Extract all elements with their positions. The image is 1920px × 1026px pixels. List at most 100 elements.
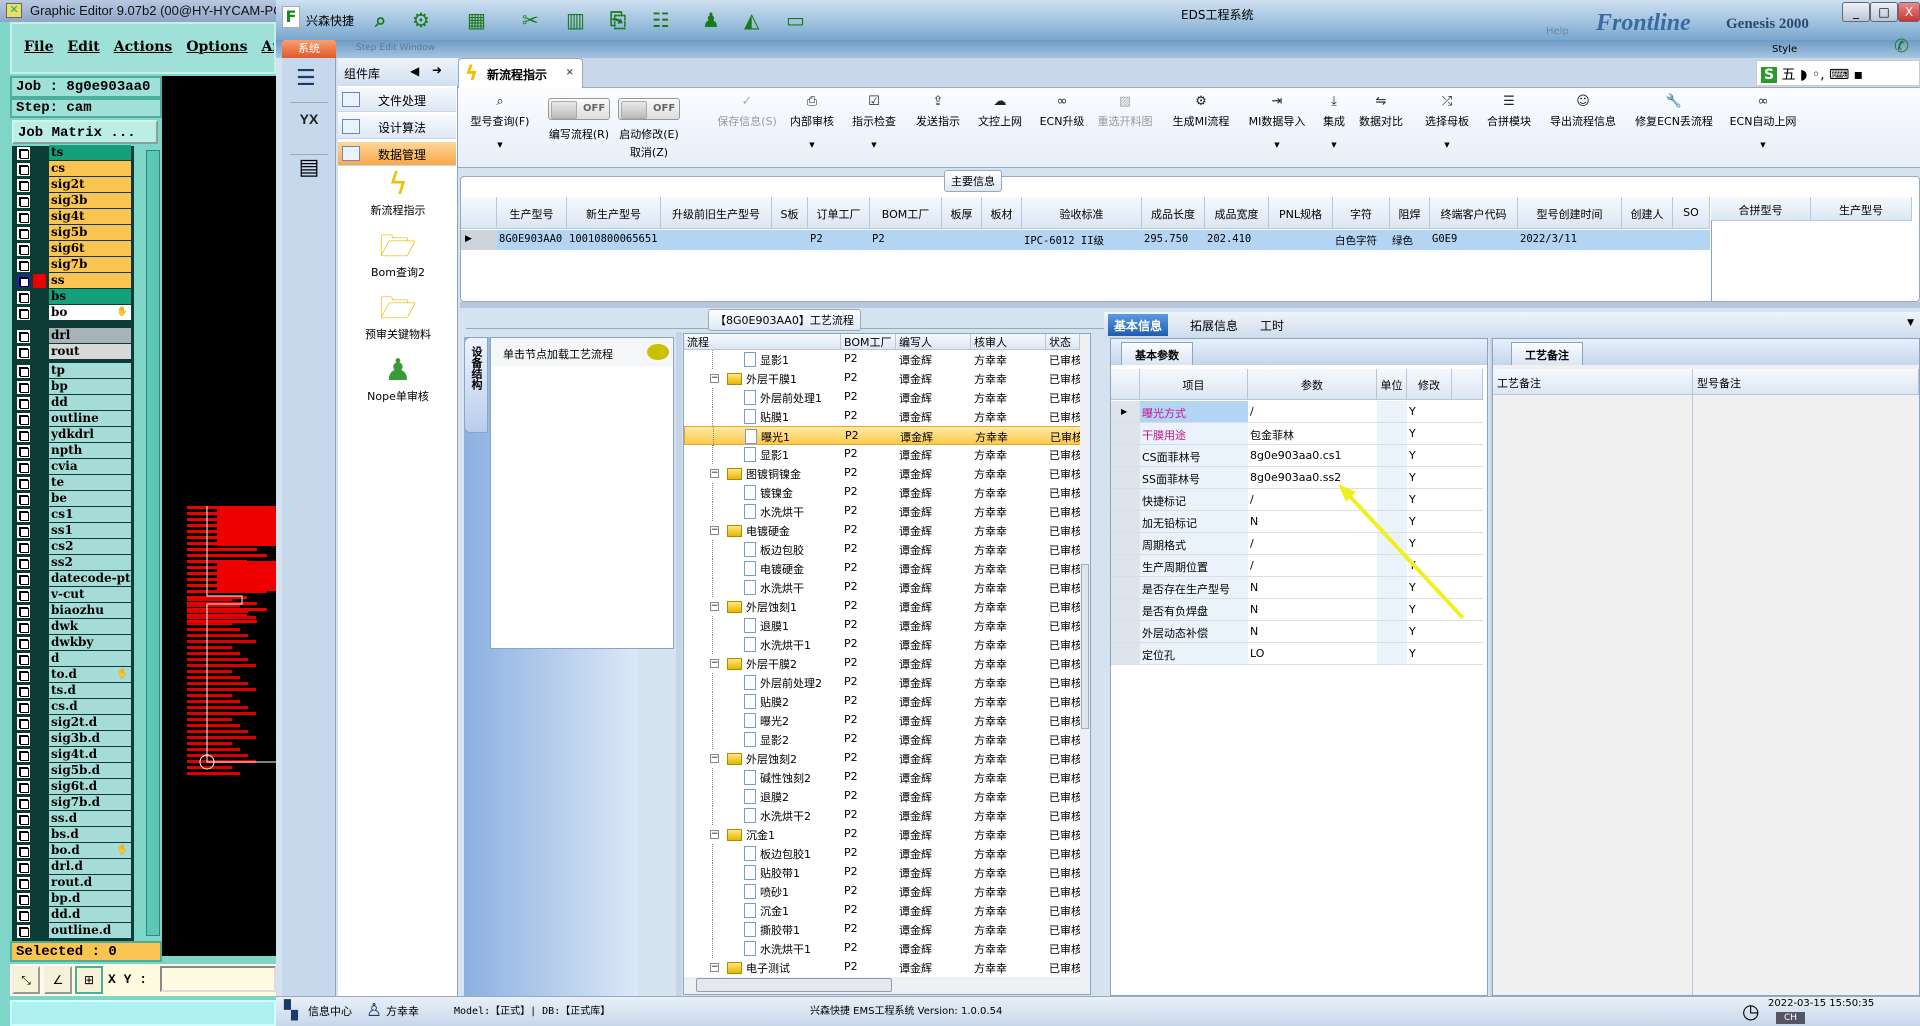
layer-checkbox[interactable] — [17, 701, 30, 714]
layer-row[interactable]: sig2t — [15, 177, 132, 193]
phone-icon[interactable]: ✆ — [1894, 36, 1910, 57]
layer-row[interactable]: bo.d ✋ — [15, 843, 132, 859]
layer-name[interactable]: ss.d — [49, 811, 131, 826]
tab-close-icon[interactable]: × — [565, 67, 574, 78]
layer-name[interactable]: sig5b — [49, 225, 131, 240]
param-value[interactable]: 包金菲林 — [1250, 429, 1294, 442]
ribbon-button[interactable]: 🔧 修复ECN丢流程 — [1635, 88, 1713, 129]
layer-row[interactable]: outline — [15, 411, 132, 427]
tree-row[interactable]: 显影2 P2 谭金辉 方幸幸 已审核 — [684, 730, 1082, 749]
layer-row[interactable]: rout.d — [15, 875, 132, 891]
layer-checkbox[interactable] — [17, 925, 30, 938]
main-info-row[interactable] — [497, 230, 1710, 250]
layer-checkbox[interactable] — [17, 381, 30, 394]
layer-name[interactable]: datecode-ptc — [49, 571, 131, 586]
tree-row[interactable]: 退膜2 P2 谭金辉 方幸幸 已审核 — [684, 787, 1082, 806]
layer-scrollbar[interactable] — [146, 150, 160, 936]
ribbon-button[interactable]: ∞ ECN自动上网 ▼ — [1730, 88, 1797, 149]
param-column-header[interactable]: 项目 — [1140, 369, 1248, 400]
column-header[interactable]: 板厚 — [942, 197, 982, 229]
layer-name[interactable]: v-cut — [49, 587, 131, 602]
column-header[interactable]: 字符 — [1333, 197, 1390, 229]
param-value[interactable]: N — [1250, 625, 1259, 638]
layer-checkbox[interactable] — [17, 829, 30, 842]
column-header[interactable]: 验收标准 — [1022, 197, 1142, 229]
layer-row[interactable]: sig5b.d — [15, 763, 132, 779]
ribbon-button[interactable]: ☑ 指示检查 ▼ — [852, 88, 896, 149]
layer-checkbox[interactable] — [17, 365, 30, 378]
minimize-button[interactable]: _ — [1842, 2, 1870, 22]
layer-checkbox[interactable] — [17, 813, 30, 826]
layer-row[interactable]: tp — [15, 363, 132, 379]
layer-checkbox[interactable] — [17, 413, 30, 426]
ribbon-button[interactable]: ⇥ MI数据导入 ▼ — [1249, 88, 1306, 149]
param-row[interactable]: 外层动态补偿 N Y — [1111, 621, 1483, 643]
layer-checkbox[interactable] — [17, 275, 30, 288]
layer-checkbox[interactable] — [17, 669, 30, 682]
param-value[interactable]: 8g0e903aa0.cs1 — [1250, 449, 1342, 462]
layer-name[interactable]: dwkby — [49, 635, 131, 650]
layer-name[interactable]: outline — [49, 411, 131, 426]
layer-name[interactable]: drl — [49, 328, 131, 343]
layer-checkbox[interactable] — [17, 445, 30, 458]
menu-file[interactable]: File — [24, 39, 54, 55]
collapse-icon[interactable]: − — [710, 963, 719, 972]
layer-row[interactable]: sig4t — [15, 209, 132, 225]
layer-name[interactable]: ts — [49, 145, 131, 160]
tree-row[interactable]: 电镀硬金 P2 谭金辉 方幸幸 已审核 — [684, 559, 1082, 578]
tree-row[interactable]: − 电镀硬金 P2 谭金辉 方幸幸 已审核 — [684, 521, 1082, 540]
layer-name[interactable]: rout.d — [49, 875, 131, 890]
menu-actions[interactable]: Actions — [113, 39, 173, 55]
tree-column-header[interactable]: 编写人 — [896, 334, 971, 350]
layer-row[interactable]: npth — [15, 443, 132, 459]
layer-checkbox[interactable] — [17, 685, 30, 698]
zoom-fit-icon[interactable]: ⤡ — [12, 966, 40, 994]
ribbon-button[interactable]: ☁ 文控上网 — [978, 88, 1022, 129]
process-remark-input[interactable] — [1493, 395, 1693, 995]
layer-row[interactable]: te — [15, 475, 132, 491]
tab-process-remarks[interactable]: 工艺备注 — [1511, 342, 1583, 365]
layer-checkbox[interactable] — [17, 909, 30, 922]
category-item[interactable]: 设计算法 — [338, 115, 456, 139]
param-column-header[interactable]: 参数 — [1248, 369, 1377, 400]
dropdown-arrow-icon[interactable]: ▼ — [809, 141, 815, 149]
ribbon-button[interactable]: ☰ 合拼模块 — [1487, 88, 1531, 129]
param-value[interactable]: / — [1250, 537, 1254, 550]
layer-row[interactable]: sig3b.d — [15, 731, 132, 747]
grid-icon[interactable]: ⊞ — [75, 966, 103, 994]
param-value[interactable]: 8g0e903aa0.ss2 — [1250, 471, 1342, 484]
layer-row[interactable]: cs1 — [15, 507, 132, 523]
copy-icon[interactable]: ⎘ — [610, 8, 626, 32]
maximize-button[interactable]: □ — [1870, 2, 1898, 22]
tree-row[interactable]: 贴膜2 P2 谭金辉 方幸幸 已审核 — [684, 692, 1082, 711]
collapse-icon[interactable]: − — [710, 830, 719, 839]
menu-analysis[interactable]: Analy — [261, 39, 274, 55]
layer-row[interactable]: sig2t.d — [15, 715, 132, 731]
ribbon-button[interactable]: ⤮ 选择母板 ▼ — [1425, 88, 1469, 149]
layer-row[interactable]: bs — [15, 289, 132, 305]
style-menu[interactable]: Style — [1772, 44, 1798, 55]
param-row[interactable]: CS面菲林号 8g0e903aa0.cs1 Y — [1111, 445, 1483, 467]
layer-name[interactable]: sig7b — [49, 257, 131, 272]
menu-edit[interactable]: Edit — [67, 39, 100, 55]
layer-row[interactable]: d — [15, 651, 132, 667]
param-column-header[interactable]: 单位 — [1377, 369, 1407, 400]
job-matrix-button[interactable]: Job Matrix ... — [12, 120, 158, 144]
column-header[interactable]: 板材 — [982, 197, 1022, 229]
system-tab[interactable]: 系统 — [282, 40, 336, 58]
tree-row[interactable]: 外层前处理2 P2 谭金辉 方幸幸 已审核 — [684, 673, 1082, 692]
tree-row[interactable]: 镀镍金 P2 谭金辉 方幸幸 已审核 — [684, 483, 1082, 502]
layer-name[interactable]: to.d — [49, 667, 131, 682]
layer-name[interactable]: ss1 — [49, 523, 131, 538]
close-button[interactable]: X — [1898, 2, 1920, 22]
layer-row[interactable]: bo ✋ — [15, 305, 132, 321]
tree-row[interactable]: 显影1 P2 谭金辉 方幸幸 已审核 — [684, 445, 1082, 464]
layer-row[interactable]: cs.d — [15, 699, 132, 715]
layer-name[interactable]: outline.d — [49, 923, 131, 938]
layer-name[interactable]: bp — [49, 379, 131, 394]
ribbon-button[interactable]: ⇋ 数据对比 — [1359, 88, 1403, 129]
column-header[interactable]: 生产型号 — [497, 197, 567, 229]
chart-icon[interactable]: ◭ — [744, 8, 760, 32]
layer-name[interactable]: te — [49, 475, 131, 490]
layer-name[interactable]: cs.d — [49, 699, 131, 714]
